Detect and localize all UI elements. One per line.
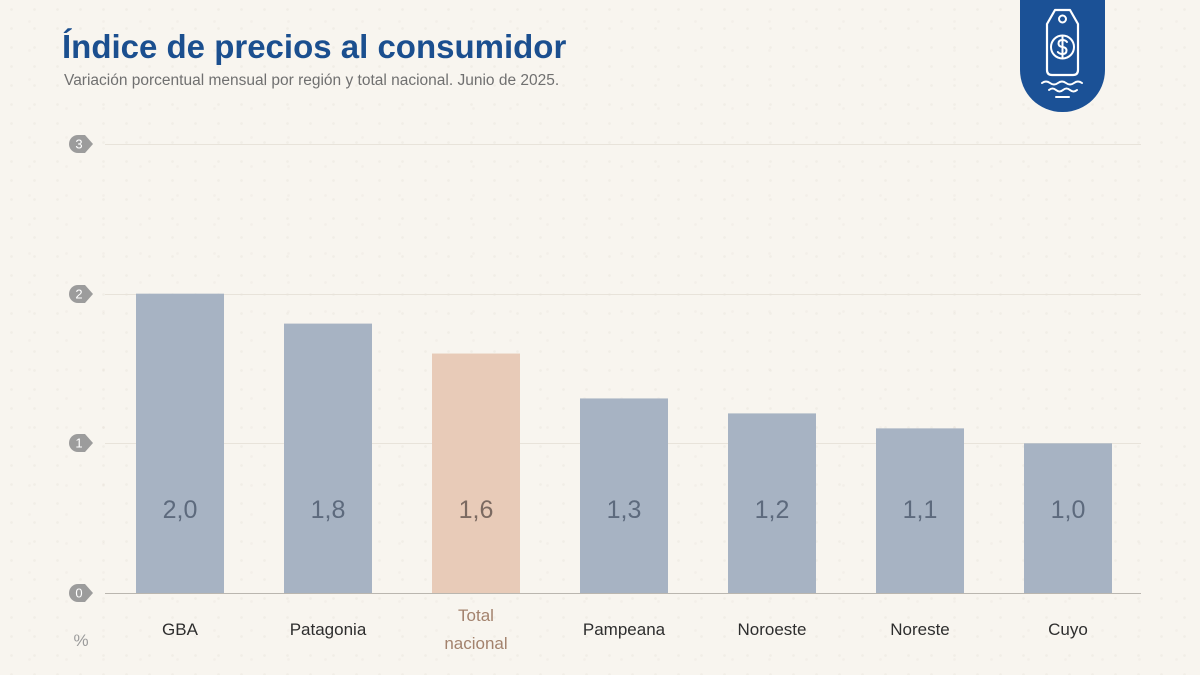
- value-label-gba: 2,0: [163, 496, 198, 524]
- bar-noroeste: [728, 413, 816, 593]
- y-axis-unit-label: %: [73, 631, 89, 650]
- bar-pampeana: [580, 398, 668, 593]
- category-label-pampeana: Pampeana: [582, 620, 666, 639]
- value-label-total-nacional: 1,6: [459, 496, 494, 524]
- category-label-total-nacional: Total nacional: [444, 606, 508, 653]
- y-tick-label: 0: [75, 586, 82, 601]
- bar-total-nacional: [432, 353, 520, 593]
- value-label-patagonia: 1,8: [311, 496, 346, 524]
- y-tick: 2: [69, 285, 93, 303]
- y-tick-label: 3: [75, 137, 82, 152]
- bar-patagonia: [284, 323, 372, 593]
- category-label-cuyo: Cuyo: [1048, 620, 1088, 639]
- y-axis-ticks: 0 1 2 3: [69, 135, 93, 602]
- value-labels: 2,0 1,8 1,6 1,3 1,2 1,1 1,0: [163, 496, 1086, 524]
- category-label-noroeste: Noroeste: [737, 620, 807, 639]
- y-tick-badge: [69, 135, 93, 153]
- value-label-noreste: 1,1: [903, 496, 938, 524]
- bar-cuyo: [1024, 443, 1112, 593]
- y-tick: 1: [69, 434, 93, 452]
- price-tag-dollar-icon: [1041, 8, 1083, 98]
- category-label-patagonia: Patagonia: [289, 620, 367, 639]
- bar-gba: [136, 293, 224, 593]
- value-label-pampeana: 1,3: [607, 496, 642, 524]
- value-label-cuyo: 1,0: [1051, 496, 1086, 524]
- chart-title: Índice de precios al consumidor: [62, 28, 567, 65]
- y-tick-badge: [69, 434, 93, 452]
- bar-noreste: [876, 428, 964, 593]
- value-label-noroeste: 1,2: [755, 496, 790, 524]
- chart-subtitle: Variación porcentual mensual por región …: [64, 72, 560, 89]
- y-tick: 3: [69, 135, 93, 153]
- y-tick-badge: [69, 285, 93, 303]
- bars: [136, 293, 1112, 593]
- y-tick: 0: [69, 584, 93, 602]
- y-tick-badge: [69, 584, 93, 602]
- y-tick-label: 1: [75, 436, 82, 451]
- logo: [1020, 0, 1105, 112]
- category-label-noreste: Noreste: [890, 620, 950, 639]
- y-tick-label: 2: [75, 287, 82, 302]
- category-label-gba: GBA: [162, 620, 198, 639]
